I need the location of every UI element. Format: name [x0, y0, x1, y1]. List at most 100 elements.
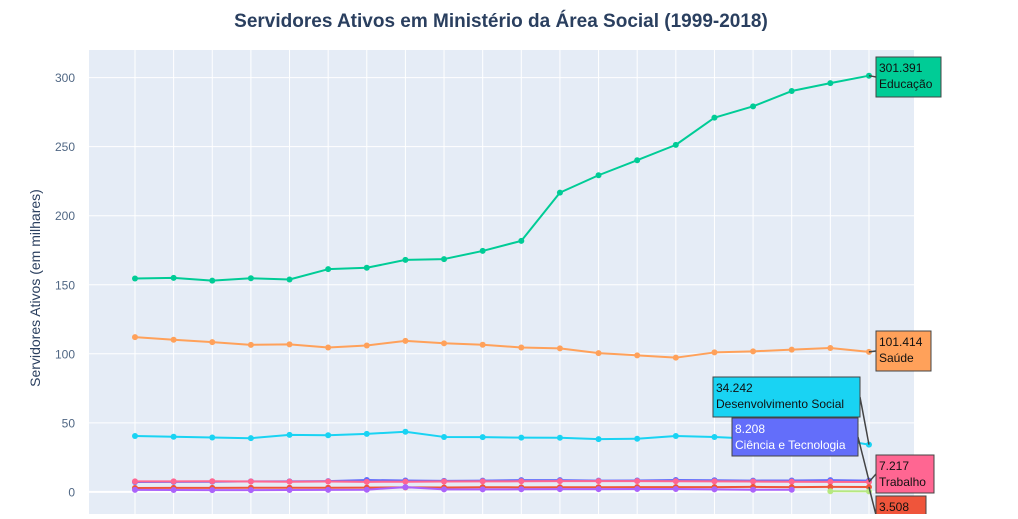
data-point	[209, 278, 215, 284]
data-point	[248, 479, 254, 485]
annotation-value: 101.414	[879, 335, 923, 349]
data-point	[248, 435, 254, 441]
data-point	[557, 486, 563, 492]
y-tick-label: 0	[68, 485, 75, 499]
data-point	[287, 341, 293, 347]
data-point	[364, 431, 370, 437]
annotation-label: Ciência e Tecnologia	[735, 438, 846, 452]
data-point	[557, 190, 563, 196]
data-point	[711, 486, 717, 492]
data-point	[132, 334, 138, 340]
data-point	[132, 276, 138, 282]
data-point	[325, 344, 331, 350]
data-point	[287, 487, 293, 493]
data-point	[248, 275, 254, 281]
data-point	[711, 478, 717, 484]
data-point	[750, 487, 756, 493]
data-point	[827, 479, 833, 485]
annotation-label: Trabalho	[879, 475, 926, 489]
data-point	[364, 479, 370, 485]
data-point	[441, 479, 447, 485]
data-point	[325, 479, 331, 485]
data-point	[711, 349, 717, 355]
y-tick-label: 200	[55, 209, 75, 223]
data-point	[287, 479, 293, 485]
annotation-arrow	[869, 351, 876, 352]
data-point	[634, 478, 640, 484]
y-axis-label: Servidores Ativos (em milhares)	[27, 189, 43, 387]
data-point	[634, 157, 640, 163]
data-point	[364, 487, 370, 493]
data-point	[441, 486, 447, 492]
data-point	[557, 345, 563, 351]
data-point	[132, 487, 138, 493]
data-point	[634, 486, 640, 492]
y-tick-label: 300	[55, 71, 75, 85]
data-point	[673, 478, 679, 484]
data-point	[325, 487, 331, 493]
data-point	[364, 343, 370, 349]
data-point	[596, 478, 602, 484]
data-point	[750, 348, 756, 354]
data-point	[325, 432, 331, 438]
annotation-value: 7.217	[879, 459, 909, 473]
data-point	[596, 350, 602, 356]
chart-title: Servidores Ativos em Ministério da Área …	[234, 10, 768, 32]
data-point	[789, 479, 795, 485]
data-point	[789, 347, 795, 353]
annotation-value: 8.208	[735, 422, 765, 436]
data-point	[248, 342, 254, 348]
data-point	[673, 355, 679, 361]
data-point	[132, 478, 138, 484]
data-point	[789, 487, 795, 493]
data-point	[287, 277, 293, 283]
data-point	[557, 478, 563, 484]
data-point	[596, 436, 602, 442]
data-point	[673, 486, 679, 492]
data-point	[171, 275, 177, 281]
annotation-label: Saúde	[879, 351, 914, 365]
data-point	[827, 80, 833, 86]
annotation-label: Desenvolvimento Social	[716, 397, 844, 411]
data-point	[171, 434, 177, 440]
data-point	[750, 479, 756, 485]
data-point	[634, 436, 640, 442]
data-point	[402, 338, 408, 344]
data-point	[518, 238, 524, 244]
y-axis: 0 50 100 150 200 250 300	[55, 71, 75, 499]
data-point	[402, 257, 408, 263]
data-point	[596, 486, 602, 492]
data-point	[827, 488, 833, 494]
y-tick-label: 100	[55, 347, 75, 361]
data-point	[209, 487, 215, 493]
data-point	[402, 484, 408, 490]
annotation-value: 301.391	[879, 61, 923, 75]
y-tick-label: 150	[55, 278, 75, 292]
data-point	[480, 434, 486, 440]
data-point	[789, 88, 795, 94]
data-point	[209, 478, 215, 484]
data-point	[132, 433, 138, 439]
data-point	[441, 340, 447, 346]
data-point	[209, 339, 215, 345]
data-point	[711, 434, 717, 440]
data-point	[750, 103, 756, 109]
data-point	[634, 352, 640, 358]
data-point	[441, 434, 447, 440]
data-point	[441, 256, 447, 262]
data-point	[287, 432, 293, 438]
y-tick-label: 250	[55, 140, 75, 154]
annotation-value: 3.508	[879, 500, 909, 514]
data-point	[518, 435, 524, 441]
data-point	[480, 478, 486, 484]
data-point	[827, 345, 833, 351]
data-point	[402, 429, 408, 435]
annotation-callout: 101.414 Saúde	[869, 331, 931, 371]
data-point	[171, 337, 177, 343]
data-point	[673, 142, 679, 148]
data-point	[248, 487, 254, 493]
y-tick-label: 50	[62, 416, 76, 430]
